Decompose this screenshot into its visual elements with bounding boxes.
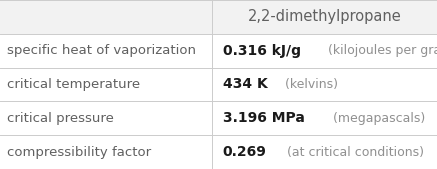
Text: compressibility factor: compressibility factor: [7, 146, 151, 159]
Text: 0.269: 0.269: [223, 145, 267, 159]
Text: critical temperature: critical temperature: [7, 78, 140, 91]
Text: specific heat of vaporization: specific heat of vaporization: [7, 44, 195, 57]
Text: 434 K: 434 K: [223, 78, 267, 91]
Text: 2,2-dimethylpropane: 2,2-dimethylpropane: [248, 9, 401, 24]
Text: 0.316 kJ/g: 0.316 kJ/g: [223, 44, 301, 58]
Text: (kilojoules per gram): (kilojoules per gram): [323, 44, 437, 57]
Text: critical pressure: critical pressure: [7, 112, 114, 125]
Text: (kelvins): (kelvins): [281, 78, 338, 91]
Text: (at critical conditions): (at critical conditions): [280, 146, 424, 159]
Text: 3.196 MPa: 3.196 MPa: [223, 111, 305, 125]
Text: (megapascals): (megapascals): [329, 112, 425, 125]
Bar: [0, 0, 437, 34]
